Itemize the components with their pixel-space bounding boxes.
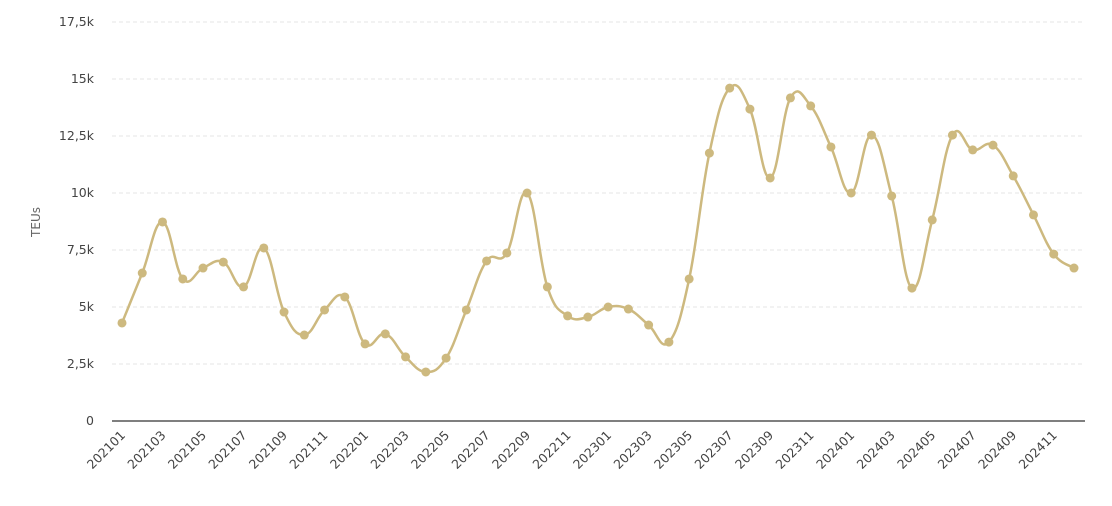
data-point-202107[interactable] [239,282,249,292]
data-point-202403[interactable] [887,191,897,201]
y-tick-label: 2,5k [67,356,95,371]
data-point-202201[interactable] [360,339,370,349]
data-point-202409[interactable] [1008,171,1018,181]
data-point-202206[interactable] [461,305,471,315]
data-point-202410[interactable] [1028,210,1038,220]
x-tick-label: 202205 [408,428,452,472]
grid-lines [112,21,1085,365]
data-point-202211[interactable] [563,311,573,321]
data-point-202104[interactable] [178,274,188,284]
y-tick-label: 17,5k [59,14,95,29]
y-axis: 0 2,5k 5k 7,5k 10k 12,5k 15k 17,5k [59,14,95,428]
data-point-202404[interactable] [907,283,917,293]
data-point-202303[interactable] [644,320,654,330]
data-point-202202[interactable] [380,329,390,339]
data-point-202203[interactable] [401,352,411,362]
x-tick-label: 202411 [1016,428,1060,472]
x-tick-label: 202103 [124,428,168,472]
data-point-202301[interactable] [603,302,613,312]
y-tick-label: 15k [71,71,95,86]
data-point-202102[interactable] [137,268,147,278]
data-point-202305[interactable] [684,274,694,284]
y-tick-label: 10k [71,185,95,200]
y-axis-label: TEUs [29,207,43,238]
data-point-202406[interactable] [947,130,957,140]
data-point-202210[interactable] [542,282,552,292]
x-tick-label: 202309 [732,427,776,471]
x-tick-label: 202105 [165,428,209,472]
series-line [120,83,1075,374]
x-tick-label: 202403 [853,428,897,472]
x-axis: 2021012021032021052021072021092021112022… [84,427,1060,471]
x-tick-label: 202407 [934,428,978,472]
x-tick-label: 202201 [327,428,371,472]
data-point-202402[interactable] [866,130,876,140]
series-points [117,83,1079,377]
data-point-202208[interactable] [502,248,512,258]
data-point-202302[interactable] [623,304,633,314]
data-point-202312[interactable] [826,142,836,152]
x-tick-label: 202409 [975,427,1019,471]
x-tick-label: 202401 [813,428,857,472]
x-tick-label: 202209 [489,427,533,471]
data-point-202309[interactable] [765,173,775,183]
x-tick-label: 202211 [529,428,573,472]
data-point-202401[interactable] [846,188,856,198]
data-point-202304[interactable] [664,337,674,347]
x-tick-label: 202101 [84,428,128,472]
data-point-202106[interactable] [218,257,228,267]
y-tick-label: 5k [79,299,95,314]
data-point-202103[interactable] [158,217,168,227]
x-tick-label: 202111 [286,428,330,472]
x-tick-label: 202203 [367,428,411,472]
data-point-202101[interactable] [117,318,127,328]
y-tick-label: 12,5k [59,128,95,143]
data-point-202207[interactable] [482,256,492,266]
data-point-202307[interactable] [725,83,735,93]
x-tick-label: 202311 [772,428,816,472]
data-point-202112[interactable] [340,292,350,302]
data-point-202109[interactable] [279,307,289,317]
data-point-202407[interactable] [968,145,978,155]
data-point-202405[interactable] [927,215,937,225]
x-tick-label: 202109 [246,427,290,471]
data-point-202105[interactable] [198,263,208,273]
data-point-202204[interactable] [421,367,431,377]
data-point-202308[interactable] [745,104,755,114]
data-point-202311[interactable] [806,101,816,111]
data-point-202108[interactable] [259,243,269,253]
data-point-202212[interactable] [583,312,593,322]
x-tick-label: 202303 [610,428,654,472]
data-point-202412[interactable] [1069,263,1079,273]
data-point-202110[interactable] [299,330,309,340]
x-tick-label: 202207 [448,428,492,472]
x-tick-label: 202301 [570,428,614,472]
x-tick-label: 202305 [651,428,695,472]
x-tick-label: 202405 [894,428,938,472]
data-point-202205[interactable] [441,353,451,363]
data-point-202310[interactable] [785,93,795,103]
x-tick-label: 202307 [691,428,735,472]
data-point-202411[interactable] [1049,249,1059,259]
data-point-202306[interactable] [704,148,714,158]
data-point-202209[interactable] [522,188,532,198]
y-tick-label: 0 [86,413,94,428]
data-point-202408[interactable] [988,140,998,150]
y-tick-label: 7,5k [67,242,95,257]
data-point-202111[interactable] [320,305,330,315]
x-tick-label: 202107 [205,428,249,472]
